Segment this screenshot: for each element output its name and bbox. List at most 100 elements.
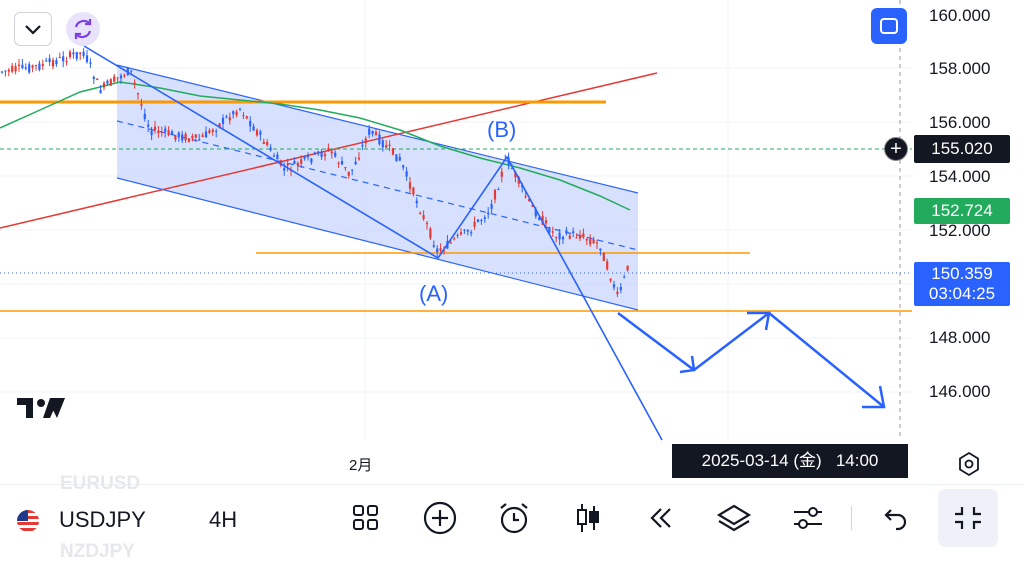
chart-settings-button[interactable] <box>956 451 982 477</box>
candle-body <box>194 134 197 138</box>
candle-body <box>347 171 350 176</box>
chart-area[interactable]: (A) (B) 160.000 158.000 156.000 154.000 … <box>0 0 1024 484</box>
candle-body <box>436 248 439 253</box>
candle-body <box>106 80 109 84</box>
candle-body <box>123 75 126 77</box>
candle-body <box>313 152 316 154</box>
candle-body <box>249 120 252 127</box>
bottom-toolbar: EURUSD NZDJPY <box>0 473 1024 577</box>
price-axis-label: 160.000 <box>929 6 991 25</box>
candle-body <box>24 67 27 69</box>
sync-icon <box>74 19 92 39</box>
replay-button[interactable] <box>640 498 680 538</box>
candle-body <box>75 51 78 59</box>
add-indicator-button[interactable] <box>420 498 460 538</box>
candle-body <box>21 64 24 69</box>
candle-body <box>218 123 221 128</box>
candle-body <box>245 116 248 119</box>
price-axis-label: 158.000 <box>929 59 991 78</box>
candle-body <box>269 147 272 151</box>
candle-body <box>96 78 99 81</box>
moving-average-line <box>0 81 631 211</box>
candle-body <box>463 229 466 231</box>
candle-body <box>412 187 415 195</box>
candle-body <box>262 141 265 144</box>
candle-body <box>170 131 174 135</box>
projection-path <box>617 311 885 408</box>
candle-body <box>45 60 48 62</box>
candle-body <box>619 287 622 291</box>
legend-collapse-button[interactable] <box>14 12 52 46</box>
wave-label-a: (A) <box>419 281 448 306</box>
candle-body <box>500 171 503 177</box>
candle-body <box>65 61 68 63</box>
fullscreen-button[interactable] <box>871 8 907 44</box>
candle-body <box>442 250 446 252</box>
candle-body <box>225 116 228 118</box>
candle-body <box>531 205 534 207</box>
candle-body <box>548 227 551 233</box>
channel-bottom-line <box>116 177 639 311</box>
candle-body <box>296 163 299 166</box>
candle-body <box>92 76 95 79</box>
x-axis-label: 2月 <box>349 457 373 474</box>
candle-body <box>429 228 432 239</box>
chart-type-button[interactable] <box>568 498 608 538</box>
candle-body <box>612 284 616 288</box>
candle-body <box>432 245 435 247</box>
object-tree-button[interactable] <box>714 498 754 538</box>
layout-button[interactable] <box>346 498 386 538</box>
candle-body <box>493 189 497 200</box>
grid-icon <box>353 505 378 530</box>
countdown-value: 03:04:25 <box>928 284 996 303</box>
candle-body <box>119 75 123 79</box>
candle-body <box>279 160 282 166</box>
candle-body <box>201 135 204 137</box>
candle-body <box>514 171 517 178</box>
candle-body <box>113 76 116 82</box>
candle-body <box>385 145 388 148</box>
candle-body <box>143 113 146 120</box>
add-crosshair-icon[interactable]: + <box>884 137 908 161</box>
candle-body <box>133 82 136 84</box>
candle-body <box>4 70 7 72</box>
candle-body <box>551 231 554 233</box>
settings-button[interactable] <box>788 498 828 538</box>
candle-body <box>589 239 592 245</box>
candle-body <box>160 131 163 133</box>
candle-body <box>517 177 520 184</box>
candle-body <box>14 66 17 72</box>
candle-body <box>181 134 184 141</box>
us-jp-flag-icon <box>17 510 39 532</box>
candle-body <box>109 79 112 86</box>
candle-body <box>585 238 588 241</box>
alert-button[interactable] <box>494 498 534 538</box>
ma-price-badge: 152.724 <box>914 198 1010 224</box>
candle-body <box>157 130 160 134</box>
candle-body <box>235 111 238 116</box>
candle-body <box>11 65 14 72</box>
candle-body <box>242 115 245 117</box>
candle-body <box>99 89 102 93</box>
arrow-head-2 <box>747 311 771 331</box>
candle-body <box>609 278 612 281</box>
interval-button[interactable]: 4H <box>209 507 238 532</box>
candle-body <box>198 139 201 141</box>
candle-body <box>204 131 208 138</box>
candle-body <box>330 151 333 154</box>
candle-body <box>419 212 422 214</box>
undo-button[interactable] <box>874 498 914 538</box>
candle-body <box>187 138 191 142</box>
price-axis-label: 148.000 <box>929 328 991 347</box>
candle-body <box>252 126 255 131</box>
candle-body <box>480 219 483 221</box>
candle-body <box>402 165 405 168</box>
price-chart[interactable]: (A) (B) <box>0 0 1024 484</box>
candle-body <box>215 130 218 132</box>
candle-body <box>490 204 493 209</box>
symbol-button[interactable]: USDJPY <box>59 507 146 532</box>
candle-body <box>391 148 395 155</box>
candlesticks <box>0 48 629 297</box>
exit-fullscreen-button[interactable] <box>938 489 998 547</box>
sync-button[interactable] <box>66 12 100 46</box>
